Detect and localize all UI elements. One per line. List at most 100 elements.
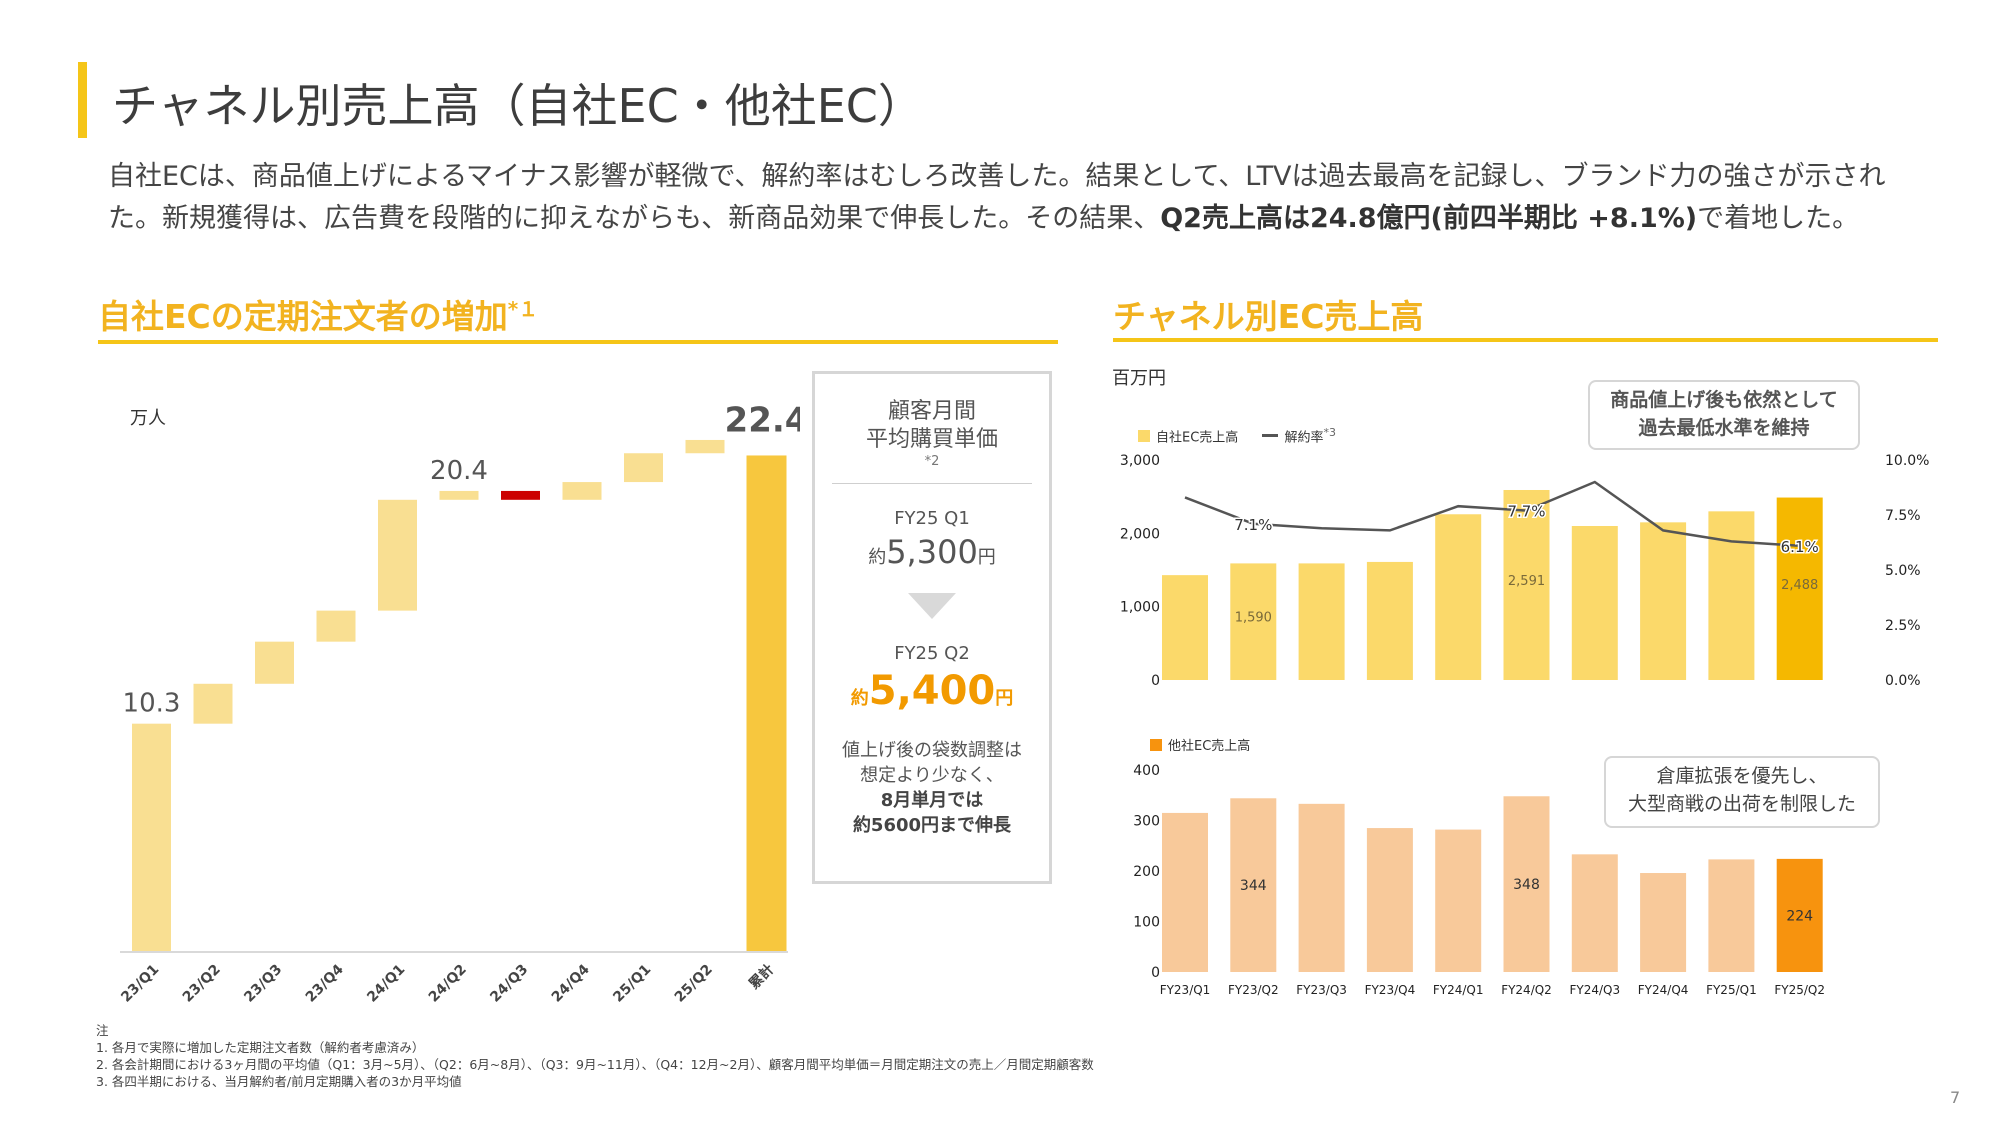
own-ec-data-label: 1,590 (1235, 611, 1272, 626)
summary-highlight: Q2売上高は24.8億円(前四半期比 +8.1%) (1160, 203, 1698, 234)
callout-churn-line1: 商品値上げ後も依然として (1610, 389, 1838, 411)
legend-other-ec-label: 他社EC売上高 (1168, 739, 1251, 754)
waterfall-unit: 万人 (130, 408, 166, 429)
other-ec-bar-FY23/Q4 (1366, 828, 1413, 972)
other-ec-bar-FY24/Q4 (1640, 873, 1687, 972)
waterfall-data-label: 10.3 (123, 689, 181, 719)
kpi-value2-suffix: 円 (995, 688, 1014, 709)
footnote-2: 2. 各会計期間における3ヶ月間の平均値（Q1：3月~5月）、（Q2：6月~8月… (96, 1057, 1094, 1072)
own-ec-bar-FY23/Q1 (1162, 575, 1208, 680)
other-ec-bar-FY23/Q2 (1230, 798, 1277, 972)
ec-x-tick: FY23/Q1 (1160, 983, 1211, 997)
churn-data-label: 6.1% (1781, 538, 1819, 556)
footnotes: 注 1. 各月で実際に増加した定期注文者数（解約者考慮済み） 2. 各会計期間に… (96, 1022, 1094, 1090)
waterfall-x-ticks: 23/Q1 23/Q2 23/Q3 23/Q4 24/Q1 24/Q2 24/Q3 24/Q4… (118, 961, 777, 1006)
own-ec-data-label: 2,488 (1781, 578, 1818, 593)
waterfall-bar-25/Q2 (685, 439, 725, 454)
legend-own-ec-label: 自社EC売上高 (1156, 430, 1239, 446)
legend-own-ec: 自社EC売上高 解約率*3 (1138, 426, 1336, 445)
legend-other-ec: 他社EC売上高 (1150, 735, 1250, 754)
own-ec-data-labels: 1,590 2,591 2,488 7.1% 7.7% 6.1% (1233, 501, 1821, 626)
waterfall-x-tick: 23/Q3 (241, 962, 285, 1006)
legend-churn-swatch (1262, 434, 1279, 438)
callout-churn-line2: 過去最低水準を維持 (1638, 417, 1810, 439)
own-ec-bar-FY24/Q3 (1571, 526, 1618, 680)
kpi-note-line4: 約5600円まで伸長 (852, 815, 1012, 836)
other-ec-bars (1162, 796, 1823, 972)
own-ec-y-tick: 1,000 (1120, 600, 1160, 616)
own-ec-bar-FY24/Q1 (1435, 514, 1482, 680)
waterfall-data-label: 22.4 (725, 400, 800, 440)
churn-rate-line (1184, 480, 1800, 548)
other-ec-bar-FY24/Q2 (1503, 796, 1550, 972)
kpi-note-line3: 8月単月では (880, 790, 984, 811)
other-ec-y-tick: 300 (1133, 814, 1160, 830)
waterfall-x-tick: 24/Q3 (487, 962, 531, 1006)
waterfall-x-tick: 23/Q2 (180, 962, 224, 1006)
down-arrow-icon (908, 593, 956, 619)
own-ec-data-label: 2,591 (1508, 574, 1545, 589)
waterfall-x-tick: 25/Q1 (610, 962, 654, 1006)
waterfall-x-tick: 24/Q1 (364, 962, 408, 1006)
ec-x-tick: FY24/Q3 (1569, 983, 1620, 997)
ec-x-tick: FY24/Q1 (1433, 983, 1484, 997)
callout-warehouse-line2: 大型商戦の出荷を制限した (1627, 793, 1856, 815)
waterfall-bar-24/Q3 (501, 490, 540, 500)
legend-churn-note: *3 (1323, 426, 1336, 439)
legend-churn-label: 解約率 (1284, 430, 1324, 446)
own-ec-bar-FY24/Q2 (1503, 489, 1550, 680)
ec-x-tick: FY23/Q2 (1228, 983, 1279, 997)
churn-data-label: 7.1% (1234, 516, 1272, 534)
left-section-title-text: 自社ECの定期注文者の増加 (98, 297, 508, 336)
churn-y-ticks: 0.0% 2.5% 5.0% 7.5% 10.0% (1885, 453, 1929, 689)
kpi-value1-number: 5,300 (886, 533, 978, 571)
kpi-box: 顧客月間 平均購買単価 *2 FY25 Q1 約5,300円 FY25 Q2 約… (812, 371, 1052, 884)
other-ec-y-tick: 400 (1133, 763, 1160, 779)
waterfall-bar-23/Q2 (193, 683, 233, 724)
kpi-period2: FY25 Q2 (894, 643, 970, 664)
churn-y-tick: 7.5% (1885, 508, 1921, 524)
left-section-rule (98, 340, 1058, 344)
own-ec-y-tick: 0 (1151, 673, 1160, 689)
page-number: 7 (1950, 1088, 1961, 1107)
kpi-note: 値上げ後の袋数調整は 想定より少なく、 8月単月では 約5600円まで伸長 (815, 738, 1049, 838)
own-ec-chart: 0 1,000 2,000 3,000 0.0% 2.5% 5.0% 7.5% 10.0% 1… (1120, 453, 1930, 689)
waterfall-bar-23/Q4 (316, 610, 356, 642)
footnote-3: 3. 各四半期における、当月解約者/前月定期購入者の3か月平均値 (96, 1074, 462, 1089)
footnote-1: 1. 各月で実際に増加した定期注文者数（解約者考慮済み） (96, 1040, 425, 1055)
legend-own-ec-swatch (1138, 430, 1150, 443)
callout-churn: 商品値上げ後も依然として 過去最低水準を維持 (1588, 380, 1860, 450)
kpi-value1: 約5,300円 (815, 533, 1049, 571)
waterfall-bar-23/Q1 (132, 723, 171, 952)
kpi-value2: 約5,400円 (815, 668, 1049, 714)
waterfall-x-tick: 23/Q4 (303, 961, 347, 1005)
kpi-period1: FY25 Q1 (894, 508, 970, 529)
other-ec-bar-FY25/Q1 (1708, 859, 1755, 972)
left-section-title: 自社ECの定期注文者の増加*１ (98, 290, 538, 338)
own-ec-bars (1162, 489, 1823, 680)
waterfall-x-tick: 23/Q1 (118, 962, 162, 1006)
own-ec-bar-FY25/Q2 (1776, 497, 1823, 680)
other-ec-bar-FY23/Q3 (1298, 803, 1345, 972)
other-ec-data-label: 344 (1240, 878, 1267, 894)
other-ec-bar-FY24/Q3 (1571, 854, 1618, 972)
callout-warehouse-line1: 倉庫拡張を優先し、 (1656, 765, 1828, 787)
own-ec-y-tick: 2,000 (1120, 526, 1160, 542)
footnote-label: 注 (96, 1023, 109, 1038)
churn-y-tick: 2.5% (1885, 618, 1921, 634)
other-ec-y-ticks: 0 100 200 300 400 (1133, 763, 1160, 981)
waterfall-x-tick: 累計 (746, 961, 778, 993)
waterfall-data-labels: 10.3 20.4 22.4 (123, 400, 800, 718)
own-ec-y-tick: 3,000 (1120, 453, 1160, 469)
waterfall-bar-累計 (746, 455, 787, 952)
kpi-title-line1: 顧客月間 (887, 399, 976, 424)
kpi-value2-number: 5,400 (868, 668, 996, 714)
summary-text: 自社ECは、商品値上げによるマイナス影響が軽微で、解約率はむしろ改善した。結果と… (108, 156, 1938, 240)
waterfall-x-tick: 24/Q2 (426, 962, 470, 1006)
ec-x-tick: FY24/Q4 (1638, 983, 1689, 997)
page-title: チャネル別売上高（自社EC・他社EC） (112, 79, 924, 133)
other-ec-bar-FY25/Q2 (1776, 858, 1823, 972)
own-ec-y-ticks: 0 1,000 2,000 3,000 (1120, 453, 1160, 689)
churn-data-label: 7.7% (1507, 503, 1545, 521)
